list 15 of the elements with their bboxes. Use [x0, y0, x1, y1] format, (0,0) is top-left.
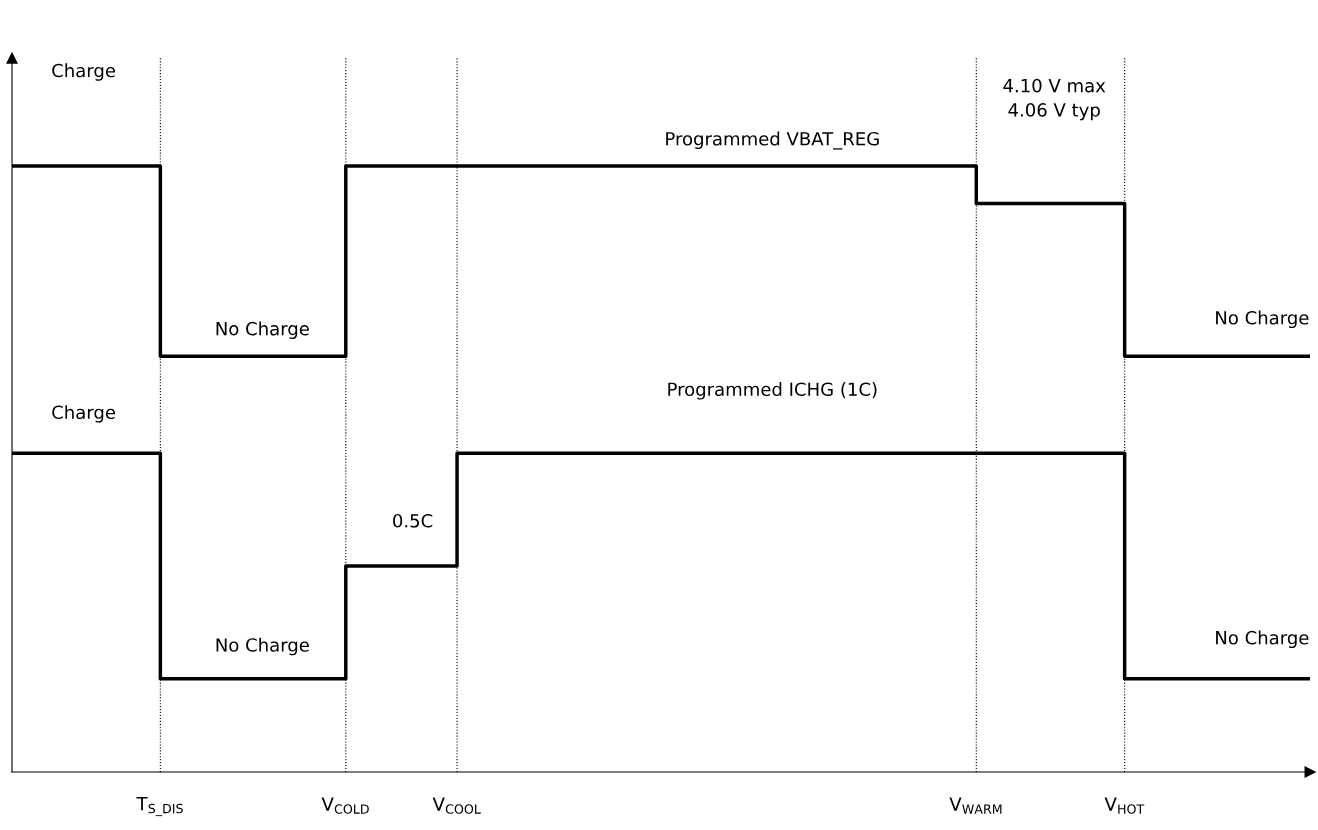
annotation: Programmed ICHG (1C) — [668, 382, 877, 400]
text: Programmed VBAT_REG — [666, 131, 879, 150]
annotation: No Charge — [216, 637, 309, 656]
x-tick-label: T$_{S_DIS}$ — [136, 797, 183, 817]
x-tick-label: V$_{COOL}$ — [432, 797, 481, 814]
x-tick-label: V$_{WARM}$ — [949, 797, 1002, 814]
annotation: No Charge — [216, 321, 309, 339]
x-tick-label: V$_{COLD}$ — [321, 797, 369, 814]
annotation: No Charge — [1216, 630, 1309, 649]
text: 4.10 V max 4.06 V typ — [1003, 78, 1106, 121]
annotation: 0.5C — [393, 513, 433, 528]
x-tick-label: V$_{HOT}$ — [1104, 797, 1145, 814]
text: Charge — [52, 63, 116, 81]
annotation: Charge — [52, 405, 116, 423]
annotation: No Charge — [1216, 310, 1309, 329]
